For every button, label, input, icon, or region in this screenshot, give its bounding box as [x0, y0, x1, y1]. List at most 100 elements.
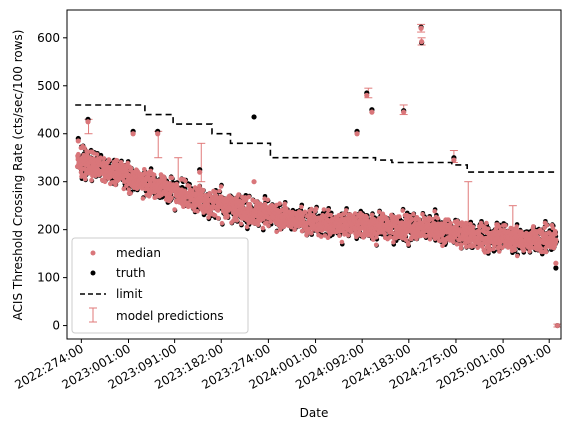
- median-point: [213, 189, 218, 195]
- median-point: [266, 223, 271, 229]
- median-point: [458, 245, 464, 251]
- median-point: [353, 216, 359, 221]
- median-point: [391, 240, 396, 245]
- median-point: [400, 208, 406, 213]
- median-point: [550, 225, 556, 231]
- median-point: [364, 92, 370, 98]
- median-point: [207, 190, 212, 196]
- limit-line: [75, 104, 558, 173]
- median-point: [126, 172, 132, 178]
- median-point: [113, 182, 118, 188]
- y-tick-label: 0: [52, 319, 60, 333]
- y-tick-label: 600: [37, 31, 60, 45]
- median-point: [142, 167, 147, 172]
- median-point: [255, 222, 261, 228]
- median-point: [337, 233, 342, 239]
- median-point: [183, 178, 188, 184]
- median-point: [397, 214, 402, 219]
- median-point: [419, 39, 425, 45]
- median-point: [321, 207, 327, 212]
- median-point: [309, 230, 314, 236]
- median-point: [514, 224, 519, 229]
- median-point: [94, 152, 100, 157]
- median-point: [79, 172, 85, 177]
- median-point: [212, 213, 218, 218]
- median-point: [553, 260, 559, 266]
- median-point: [515, 253, 520, 259]
- median-point: [318, 234, 324, 239]
- median-point: [277, 201, 283, 206]
- median-point: [169, 175, 175, 181]
- median-point: [459, 242, 464, 247]
- median-point: [382, 231, 388, 237]
- median-point: [451, 239, 456, 245]
- median-point: [299, 204, 304, 210]
- median-point: [268, 219, 274, 225]
- median-point: [508, 244, 513, 250]
- median-point: [417, 217, 422, 223]
- median-point: [497, 249, 502, 254]
- median-point: [348, 229, 354, 235]
- median-point: [195, 209, 200, 214]
- median-point: [124, 168, 129, 173]
- plot-frame: [66, 9, 562, 340]
- model-prediction-errorbar: [197, 142, 206, 183]
- median-point: [484, 220, 489, 226]
- median-point: [471, 243, 477, 248]
- truth-point: [251, 114, 257, 120]
- median-point: [75, 138, 81, 144]
- truth-point: [553, 265, 559, 271]
- median-point: [76, 152, 81, 157]
- y-tick-label: 100: [37, 271, 60, 285]
- median-point: [339, 239, 345, 245]
- median-point: [130, 131, 136, 137]
- median-points: [74, 25, 561, 329]
- median-point: [260, 225, 266, 231]
- median-point: [411, 211, 416, 217]
- median-point: [233, 214, 239, 219]
- median-point: [448, 221, 454, 226]
- median-point: [172, 207, 177, 212]
- median-point: [374, 234, 379, 240]
- median-point: [251, 179, 257, 185]
- median-point: [446, 217, 451, 222]
- median-point: [121, 186, 127, 192]
- median-point: [89, 177, 94, 183]
- median-point: [420, 212, 425, 217]
- median-point: [427, 236, 433, 242]
- median-point: [326, 207, 331, 213]
- legend-truth-marker: [90, 270, 96, 276]
- median-point: [169, 195, 174, 201]
- median-point: [247, 201, 253, 207]
- median-point: [354, 131, 360, 137]
- median-point: [142, 170, 148, 176]
- median-point: [217, 188, 222, 194]
- legend-truth-label: truth: [116, 266, 146, 280]
- legend-box: [71, 237, 249, 334]
- median-point: [206, 215, 211, 220]
- median-point: [476, 228, 482, 233]
- median-point: [369, 212, 375, 218]
- median-point: [328, 212, 334, 218]
- median-point: [215, 215, 221, 221]
- legend-median-label: median: [116, 246, 161, 260]
- median-point: [544, 223, 550, 228]
- median-point: [219, 220, 225, 226]
- median-point: [82, 145, 87, 151]
- median-point: [309, 206, 314, 212]
- median-point: [485, 226, 491, 232]
- legend-limit-label: limit: [116, 287, 143, 301]
- median-point: [401, 109, 407, 115]
- median-point: [218, 184, 224, 189]
- median-point: [155, 131, 161, 137]
- legend-model-predictions-label: model predictions: [116, 309, 224, 323]
- median-point: [274, 229, 279, 235]
- median-point: [313, 206, 319, 211]
- median-point: [101, 156, 107, 161]
- median-point: [236, 192, 241, 197]
- median-point: [527, 249, 532, 254]
- x-axis-title: Date: [300, 406, 329, 420]
- median-point: [82, 176, 88, 182]
- median-point: [554, 322, 561, 329]
